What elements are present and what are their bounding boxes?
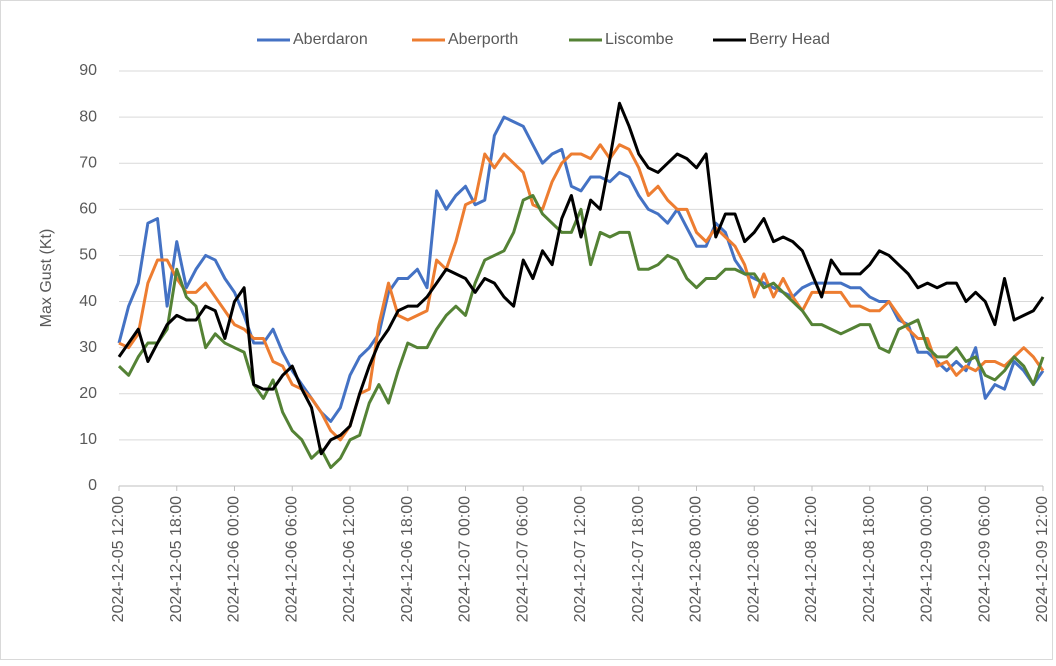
x-tick-label: 2024-12-09 12:00	[1034, 496, 1051, 622]
y-tick-label: 80	[79, 108, 97, 125]
y-tick-label: 20	[79, 385, 97, 402]
x-tick-label: 2024-12-07 00:00	[457, 496, 474, 622]
x-tick-label: 2024-12-09 00:00	[919, 496, 936, 622]
legend-label: Aberporth	[448, 31, 518, 48]
series-line	[118, 143, 1045, 442]
x-tick-label: 2024-12-05 18:00	[168, 496, 185, 622]
x-tick-label: 2024-12-08 18:00	[861, 496, 878, 622]
x-tick-label: 2024-12-07 18:00	[630, 496, 647, 622]
series-line	[117, 194, 1045, 470]
series-line	[117, 101, 1045, 456]
x-tick-label: 2024-12-08 00:00	[688, 496, 705, 622]
y-axis-label: Max Gust (Kt)	[38, 229, 55, 328]
x-tick-label: 2024-12-06 06:00	[283, 496, 300, 622]
x-tick-label: 2024-12-08 12:00	[803, 496, 820, 622]
y-tick-label: 90	[79, 62, 97, 79]
x-tick-label: 2024-12-07 12:00	[572, 496, 589, 622]
y-tick-label: 30	[79, 339, 97, 356]
legend-label: Berry Head	[749, 31, 830, 48]
y-tick-label: 0	[88, 477, 97, 494]
x-tick-label: 2024-12-06 12:00	[341, 496, 358, 622]
x-tick-label: 2024-12-09 06:00	[976, 496, 993, 622]
x-tick-label: 2024-12-07 06:00	[514, 496, 531, 622]
y-tick-label: 60	[79, 201, 97, 218]
x-tick-label: 2024-12-06 00:00	[226, 496, 243, 622]
x-tick-label: 2024-12-06 18:00	[399, 496, 416, 622]
x-tick-label: 2024-12-05 12:00	[110, 496, 127, 622]
y-tick-label: 40	[79, 293, 97, 310]
legend-label: Aberdaron	[293, 31, 368, 48]
legend-label: Liscombe	[605, 31, 674, 48]
x-tick-label: 2024-12-08 06:00	[745, 496, 762, 622]
y-tick-label: 10	[79, 431, 97, 448]
y-tick-label: 50	[79, 247, 97, 264]
y-tick-label: 70	[79, 154, 97, 171]
